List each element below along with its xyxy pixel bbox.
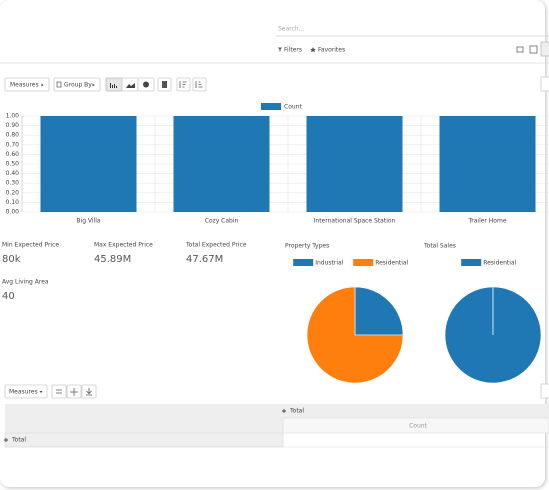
kpi-value: 40 — [2, 291, 15, 302]
y-tick-label: 0.00 — [6, 209, 20, 216]
legend-label: Industrial — [315, 260, 343, 267]
kpi-label: Max Expected Price — [94, 242, 153, 249]
side-toggle[interactable] — [540, 76, 549, 92]
y-tick-label: 0.70 — [6, 141, 20, 148]
bar — [40, 116, 137, 212]
y-tick-label: 0.30 — [6, 180, 20, 187]
pie-slice — [354, 286, 404, 336]
y-tick-label: 0.60 — [6, 151, 20, 158]
kpi-value: 45.89M — [94, 254, 131, 265]
x-tick-label: Big Villa — [76, 218, 100, 225]
x-tick-label: International Space Station — [314, 218, 396, 225]
filters-button[interactable]: Filters — [284, 47, 302, 54]
pivot-header-corner — [5, 418, 283, 433]
y-tick-label: 0.50 — [6, 161, 20, 168]
favorites-icon — [310, 47, 316, 53]
pivot-row-header-cell — [4, 432, 284, 448]
pie-title: Total Sales — [423, 243, 456, 250]
pie-title: Property Types — [285, 243, 329, 250]
line-chart-button[interactable] — [121, 77, 139, 92]
pivot-row-header[interactable]: Total — [11, 437, 26, 444]
plus-icon — [4, 438, 8, 442]
legend-swatch — [353, 259, 374, 266]
y-tick-label: 0.10 — [6, 199, 20, 206]
kpi-label: Min Expected Price — [2, 242, 59, 249]
search-input[interactable]: Search... — [278, 26, 304, 33]
bar — [306, 116, 403, 212]
pivot-measures-label: Measures — [9, 389, 38, 396]
pivot-measure-header: Count — [409, 423, 427, 430]
legend-swatch — [461, 259, 482, 266]
kanban-view-icon[interactable] — [529, 45, 538, 54]
line-icon — [126, 83, 135, 88]
y-tick-label: 1.00 — [6, 113, 20, 120]
list-view-icon[interactable] — [516, 46, 524, 53]
kpi-label: Avg Living Area — [2, 279, 49, 286]
flip-icon — [56, 389, 62, 394]
measures-dropdown[interactable] — [4, 77, 50, 92]
x-tick-label: Cozy Cabin — [205, 218, 239, 225]
y-tick-label: 0.20 — [6, 189, 20, 196]
y-tick-label: 0.80 — [6, 132, 20, 139]
y-tick-label: 0.40 — [6, 170, 20, 177]
plus-icon — [282, 409, 286, 413]
legend-label: Residential — [375, 260, 408, 267]
flip-axis-button[interactable] — [51, 384, 67, 399]
stack-icon — [162, 81, 167, 88]
x-tick-label: Trailer Home — [467, 218, 506, 225]
bar — [173, 116, 270, 212]
bar — [439, 116, 536, 212]
pivot-measure-cell — [282, 417, 549, 434]
caret — [92, 83, 95, 87]
bar-icon — [110, 83, 117, 88]
favorites-button[interactable]: Favorites — [318, 47, 345, 54]
kpi-value: 47.67M — [186, 254, 223, 265]
download-icon — [86, 388, 92, 396]
group-by-dropdown[interactable] — [53, 77, 101, 92]
expand-icon — [70, 388, 78, 396]
legend-swatch — [261, 103, 281, 110]
legend-label: Residential — [483, 260, 516, 267]
caret — [39, 391, 43, 393]
sort-icon — [179, 81, 187, 88]
pie-slice — [306, 286, 404, 384]
pivot-measures-dropdown[interactable] — [4, 384, 48, 399]
sort-icon — [195, 81, 203, 88]
kpi-label: Total Expected Price — [185, 242, 247, 249]
kpi-value: 80k — [2, 254, 21, 265]
legend-label: Count — [284, 104, 302, 111]
pie-icon — [143, 81, 149, 88]
pivot-column-header[interactable]: Total — [289, 408, 304, 415]
y-tick-label: 0.90 — [6, 122, 20, 129]
filter-icon — [278, 47, 282, 52]
caret — [41, 83, 44, 87]
side-toggle[interactable] — [540, 383, 549, 399]
legend-swatch — [293, 259, 314, 266]
measures-label: Measures — [10, 82, 39, 89]
group-by-label: Group By — [64, 82, 92, 89]
pivot-header-row — [5, 404, 549, 418]
group-icon — [56, 81, 62, 88]
graph-view-icon[interactable] — [540, 41, 549, 57]
